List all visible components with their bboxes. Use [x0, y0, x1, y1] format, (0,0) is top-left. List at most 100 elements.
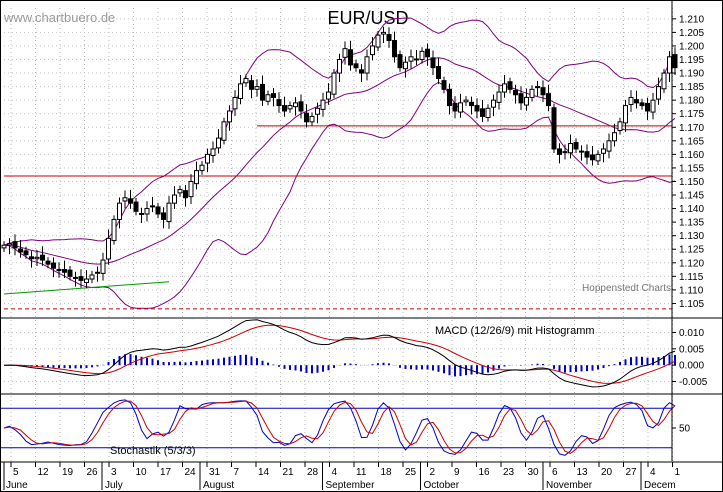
- candle: [518, 86, 524, 111]
- candle-body: [513, 89, 518, 96]
- candle-body: [617, 121, 623, 132]
- candle: [337, 53, 342, 82]
- price-tick-label: 1.125: [679, 245, 704, 256]
- candle: [232, 90, 238, 117]
- candle-body: [447, 88, 452, 107]
- candle-body: [337, 59, 342, 74]
- day-label: 7: [234, 467, 240, 478]
- candle: [95, 266, 100, 282]
- price-tick-label: 1.105: [679, 299, 704, 310]
- candle-body: [161, 212, 166, 220]
- day-label: 24: [185, 467, 197, 478]
- candle: [150, 196, 155, 213]
- price-tick-label: 1.130: [679, 231, 704, 242]
- day-label: 25: [405, 467, 417, 478]
- candle-body: [469, 101, 474, 107]
- candle: [414, 50, 419, 66]
- candle-body: [485, 107, 491, 119]
- candle: [183, 184, 188, 207]
- candle-body: [56, 269, 62, 272]
- candle: [419, 47, 425, 64]
- candle-body: [260, 83, 265, 101]
- candle: [474, 98, 480, 119]
- macd-label: MACD (12/26/9) mit Histogramm: [435, 325, 595, 337]
- candle-body: [34, 256, 40, 260]
- candle-body: [507, 81, 513, 90]
- candle-body: [122, 197, 128, 202]
- month-label: Decem: [644, 480, 676, 491]
- month-label: October: [424, 480, 460, 491]
- month-label: July: [105, 480, 123, 491]
- candle: [298, 94, 304, 119]
- candle: [672, 47, 678, 75]
- price-panel: [1, 17, 678, 310]
- day-label: 14: [258, 467, 270, 478]
- candle: [502, 74, 507, 98]
- candle: [161, 207, 166, 229]
- candle: [155, 202, 161, 219]
- candle: [51, 257, 56, 278]
- candle: [513, 84, 518, 104]
- stoch-d-line: [3, 400, 676, 454]
- candle-body: [414, 58, 419, 61]
- candle-body: [667, 56, 672, 74]
- price-tick-label: 1.135: [679, 218, 704, 229]
- candle-body: [661, 72, 667, 90]
- candle: [265, 90, 271, 106]
- candle-body: [18, 248, 23, 253]
- candle-body: [172, 194, 177, 204]
- day-label: 13: [577, 467, 589, 478]
- candle: [408, 49, 414, 69]
- candle-body: [375, 34, 381, 48]
- candle-body: [441, 80, 447, 90]
- candle-body: [579, 150, 584, 153]
- candle-body: [425, 48, 430, 58]
- candle: [18, 240, 23, 258]
- candle-body: [590, 154, 595, 161]
- price-tick-label: 1.150: [679, 177, 704, 188]
- candle: [386, 27, 392, 48]
- day-label: 21: [283, 467, 295, 478]
- day-label: 20: [601, 467, 613, 478]
- day-label: 2: [430, 467, 436, 478]
- candle: [507, 77, 513, 94]
- macd-tick-label: -0.005: [679, 377, 708, 388]
- candle: [656, 77, 661, 105]
- candle: [139, 207, 144, 223]
- candle: [540, 80, 546, 103]
- candle-body: [645, 102, 650, 112]
- candle-body: [238, 83, 243, 100]
- price-tick-label: 1.200: [679, 41, 704, 52]
- candle: [353, 59, 359, 72]
- price-tick-label: 1.160: [679, 150, 704, 161]
- candle: [348, 40, 353, 71]
- stochastic-panel: [0, 399, 676, 456]
- candle-body: [557, 148, 562, 155]
- candle: [595, 150, 601, 165]
- candle: [282, 96, 287, 117]
- candle: [194, 161, 199, 190]
- stoch-label: Stochastik (5/3/3): [110, 445, 196, 457]
- candle: [529, 85, 535, 102]
- bollinger-lower: [3, 81, 676, 309]
- candle-body: [309, 115, 315, 123]
- candle: [117, 197, 122, 229]
- candle-body: [606, 140, 612, 152]
- candle-body: [623, 105, 628, 124]
- price-tick-label: 1.205: [679, 28, 704, 39]
- candle-body: [326, 91, 331, 100]
- candle: [12, 234, 18, 256]
- candle-body: [540, 87, 546, 96]
- day-label: 28: [307, 467, 319, 478]
- candle: [331, 68, 337, 99]
- candle: [238, 74, 243, 105]
- candle: [480, 99, 485, 123]
- candle-body: [67, 269, 73, 277]
- candle: [227, 105, 232, 131]
- candle: [216, 129, 221, 154]
- candle: [89, 270, 95, 284]
- day-label: 26: [87, 467, 99, 478]
- candle-body: [139, 212, 144, 215]
- candle-body: [194, 170, 199, 185]
- candle: [425, 43, 430, 66]
